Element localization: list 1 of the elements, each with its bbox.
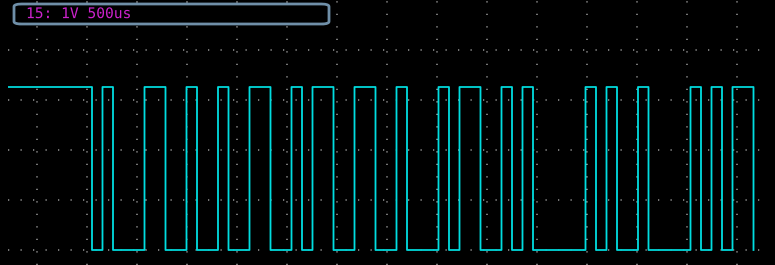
chart-title: 15: 1V 500us	[28, 7, 130, 18]
